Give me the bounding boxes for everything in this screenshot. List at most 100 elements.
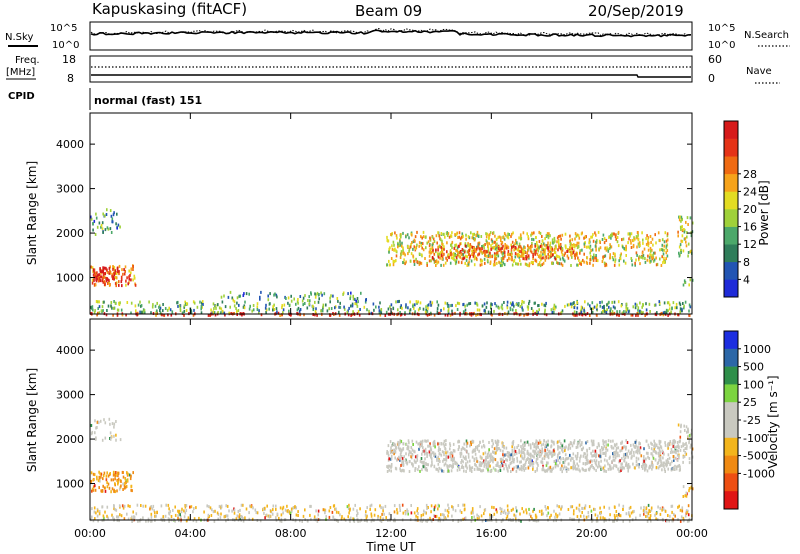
range-cell [542,256,545,260]
range-cell [104,436,107,440]
range-cell [532,238,535,242]
range-cell [460,452,463,456]
range-cell [481,445,483,449]
range-cell [445,456,447,460]
range-cell [637,306,640,310]
range-cell [447,455,450,459]
range-cell [601,238,604,241]
range-cell [413,306,415,310]
range-cell [125,485,128,488]
range-cell [430,453,432,457]
range-cell [589,251,591,255]
range-cell [97,479,100,483]
range-cell [402,462,405,466]
range-cell [349,297,351,301]
range-cell [450,469,453,473]
range-cell [557,464,559,468]
range-cell [658,446,661,450]
range-cell [616,517,619,521]
range-cell [490,247,492,251]
range-cell [418,447,420,451]
range-cell [320,291,322,295]
range-cell [443,463,446,467]
range-cell [563,439,566,443]
range-cell [102,231,104,234]
range-cell [434,514,436,518]
range-cell [537,304,539,308]
range-cell [449,253,452,257]
range-cell [413,449,415,453]
range-cell [515,238,517,242]
range-cell [541,247,543,250]
range-cell [603,304,605,308]
range-cell [663,452,665,456]
range-cell [493,246,496,250]
range-cell [402,447,405,451]
range-cell [682,444,684,448]
range-cell [638,241,641,245]
colorbar-swatch [724,420,738,439]
range-cell [600,459,602,463]
range-cell [684,443,686,447]
range-cell [105,213,108,216]
range-cell [680,423,682,427]
range-cell [534,244,536,248]
range-cell [545,463,548,467]
range-cell [426,304,429,308]
range-cell [380,311,383,315]
range-cell [428,450,431,454]
range-cell [469,459,471,463]
range-cell [126,276,128,280]
range-cell [280,513,283,517]
range-cell [571,466,574,469]
range-cell [286,509,289,513]
range-cell [535,236,537,239]
range-cell [581,231,583,235]
range-cell [604,517,606,521]
range-cell [659,512,662,516]
range-cell [475,445,477,449]
range-cell [551,249,554,253]
range-cell [625,463,627,467]
range-cell [399,256,402,259]
range-cell [100,489,102,493]
range-cell [317,300,320,304]
range-cell [162,515,165,519]
range-cell [502,244,504,248]
range-cell [573,310,576,314]
range-cell [621,467,624,471]
range-cell [536,440,538,444]
range-cell [265,513,268,517]
range-cell [532,509,534,513]
range-cell [471,466,474,470]
range-cell [352,517,354,521]
range-cell [457,244,460,248]
range-cell [479,467,481,471]
range-cell [611,460,613,464]
range-cell [112,470,115,474]
range-cell [116,473,118,477]
range-cell [462,466,465,469]
range-cell [576,462,578,466]
range-cell [561,464,563,468]
range-cell [638,448,641,452]
range-cell [282,311,284,315]
range-cell [637,308,639,312]
range-cell [665,519,668,523]
range-cell [572,243,575,247]
range-cell [323,508,326,512]
range-cell [607,467,610,471]
range-cell [536,240,538,244]
range-cell [150,515,153,519]
range-cell [671,510,673,514]
range-cell [415,440,418,444]
range-cell [671,504,674,508]
range-cell [419,442,422,446]
range-cell [556,455,559,459]
range-cell [622,504,625,508]
range-cell [183,313,185,317]
range-cell [417,468,419,472]
range-cell [487,463,490,466]
range-cell [414,450,416,454]
range-cell [622,507,624,511]
